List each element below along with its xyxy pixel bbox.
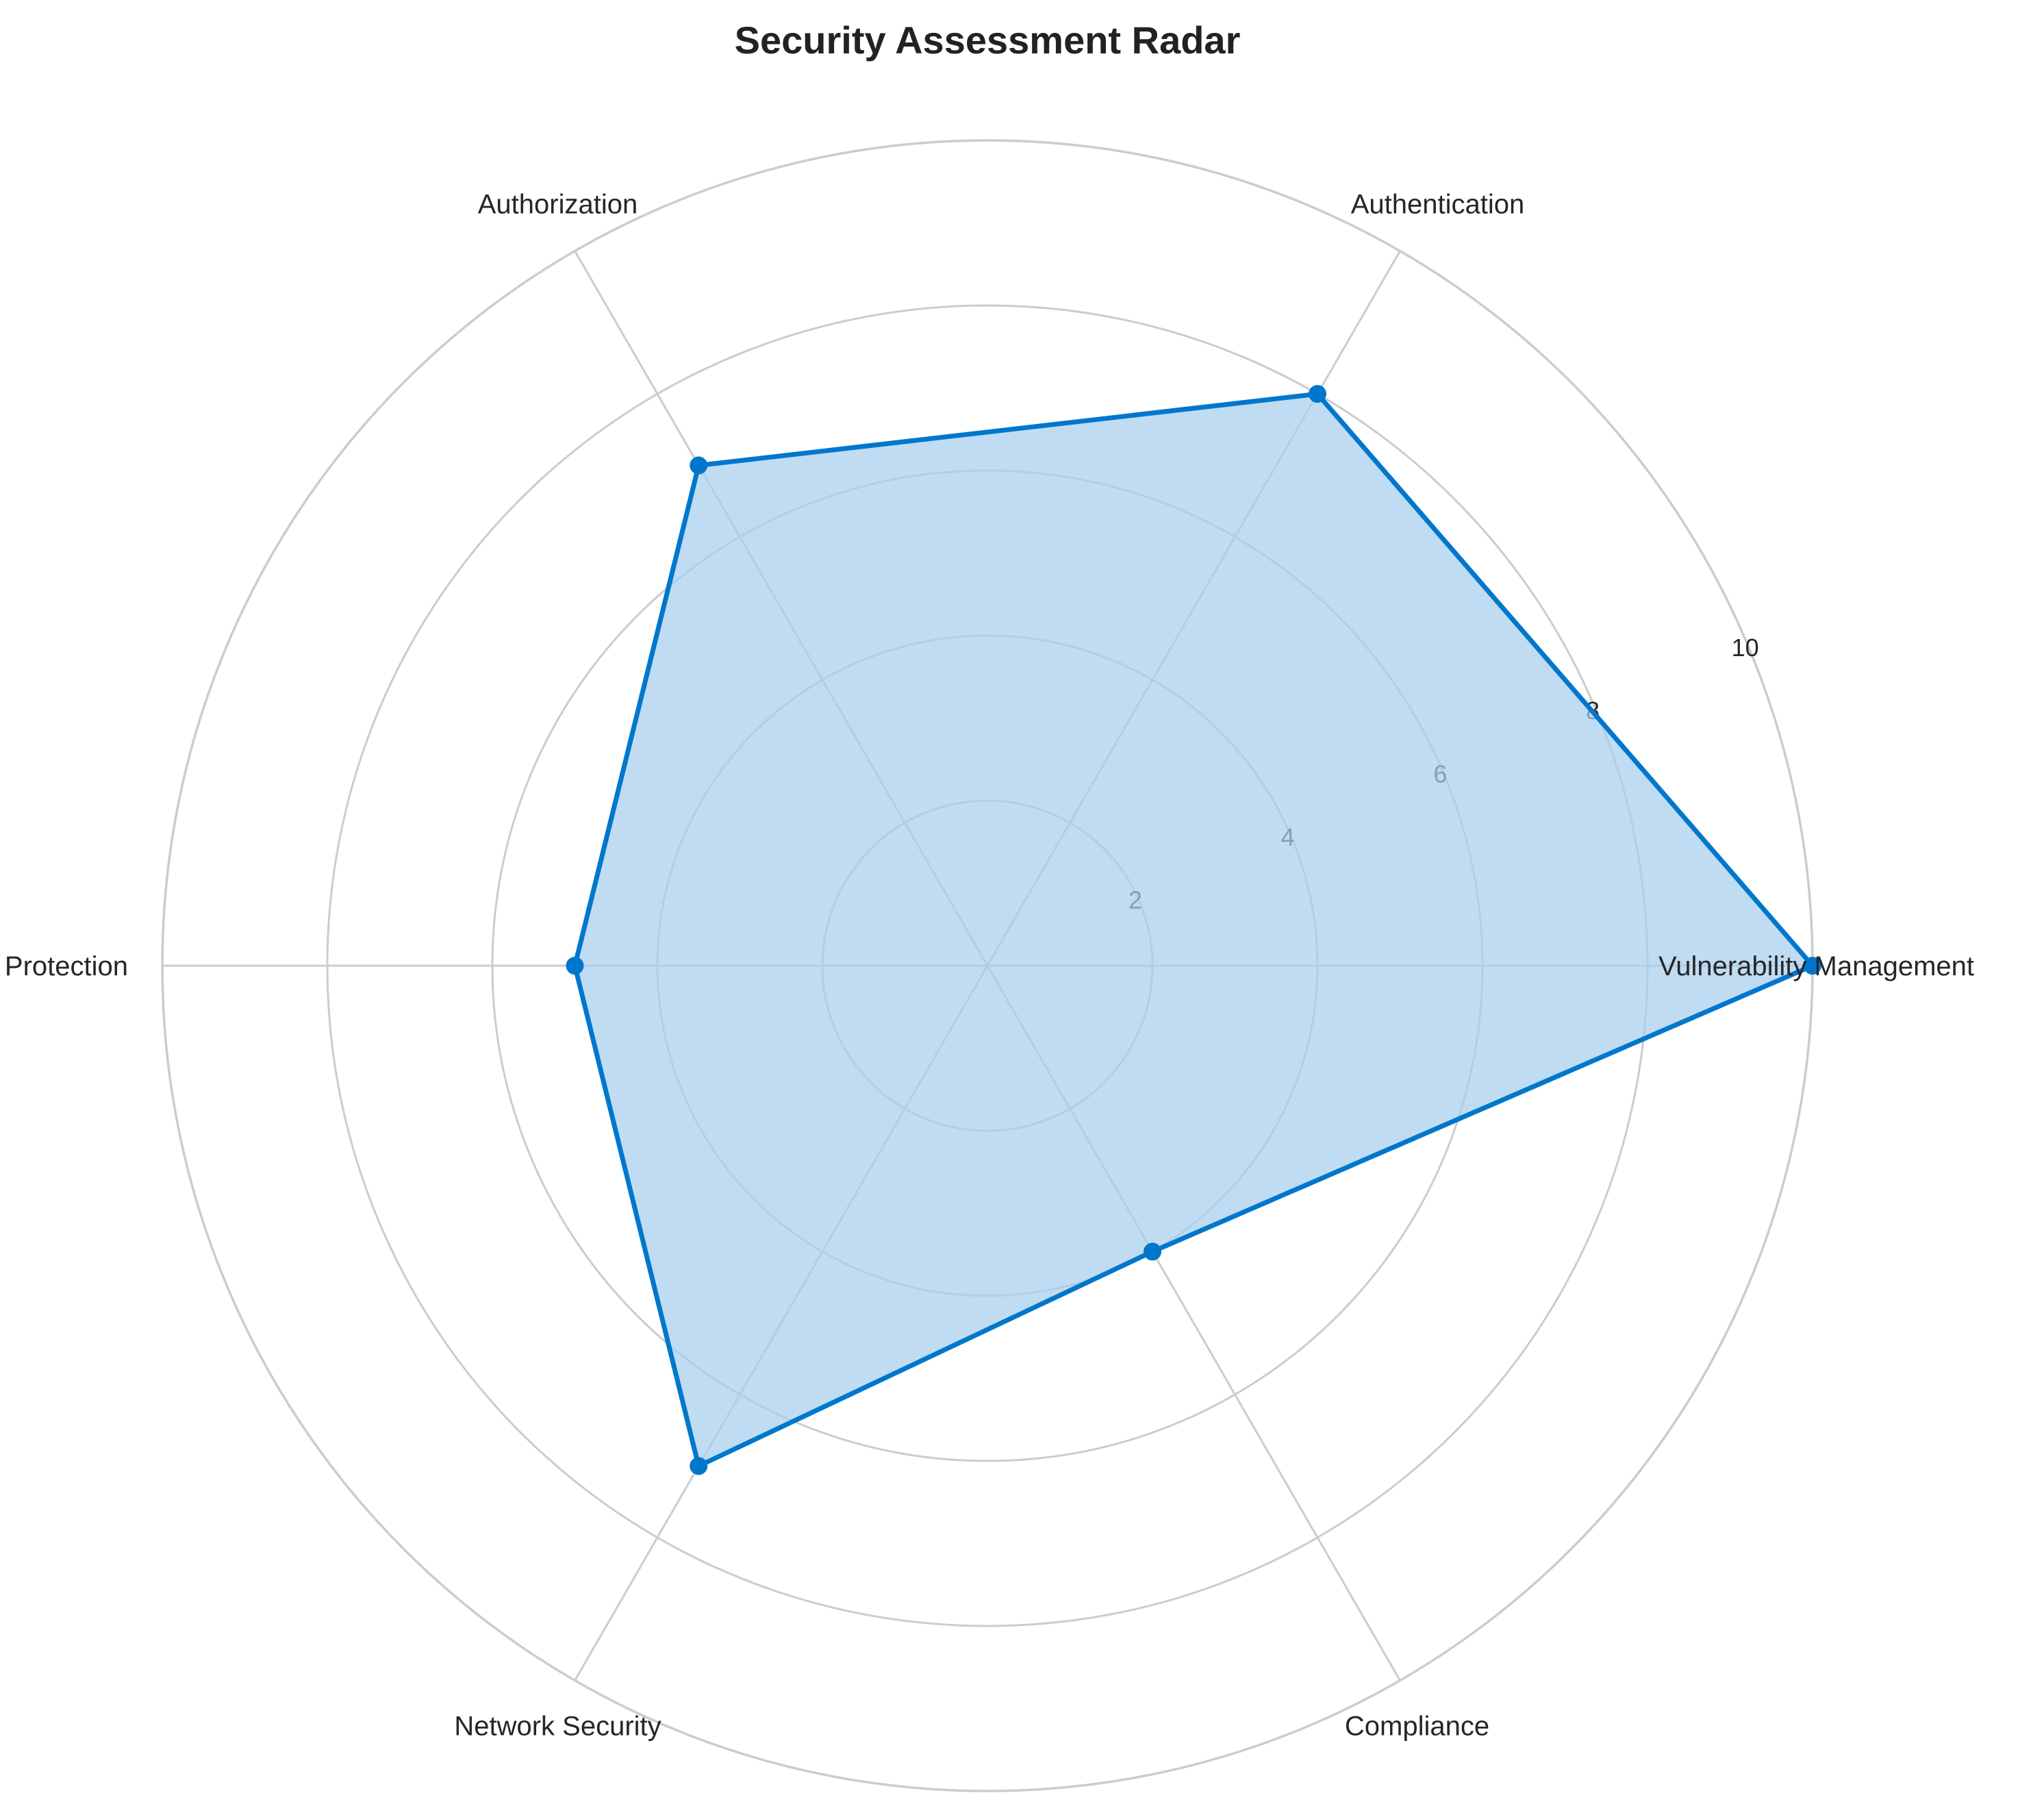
category-label: Authorization	[478, 189, 638, 219]
series-area	[575, 394, 1813, 1466]
category-label: Network Security	[454, 1712, 661, 1742]
category-label: Data Protection	[0, 951, 128, 981]
data-point-3	[566, 957, 584, 975]
data-point-2	[690, 456, 708, 475]
category-label: Authentication	[1351, 189, 1525, 219]
data-point-1	[1309, 385, 1326, 403]
series	[566, 385, 1821, 1475]
data-point-0	[1804, 957, 1821, 975]
category-label: Compliance	[1345, 1712, 1489, 1742]
data-point-5	[1144, 1242, 1161, 1261]
radial-tick-label: 10	[1732, 634, 1759, 662]
category-label: Vulnerability Management	[1658, 951, 1974, 981]
data-point-4	[690, 1457, 708, 1475]
chart-title: Security Assessment Radar	[735, 18, 1241, 62]
category-labels: Vulnerability Management Authentication Au…	[0, 189, 1974, 1741]
